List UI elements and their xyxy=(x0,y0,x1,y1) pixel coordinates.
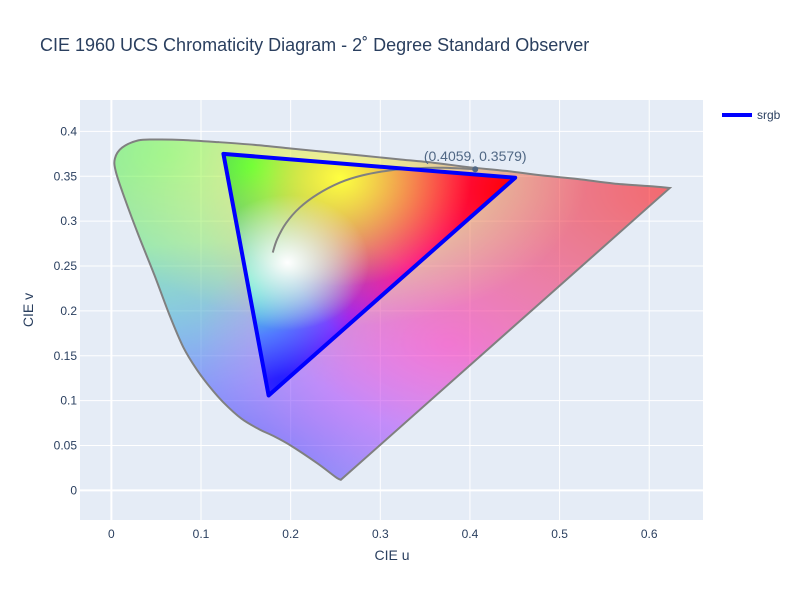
x-tick-label: 0 xyxy=(108,527,115,541)
y-tick-label: 0 xyxy=(70,483,77,497)
legend[interactable]: srgb xyxy=(722,108,781,122)
y-axis-title: CIE v xyxy=(20,293,36,327)
x-tick-label: 0.1 xyxy=(193,527,210,541)
y-tick-label: 0.05 xyxy=(54,439,78,453)
y-tick-label: 0.35 xyxy=(54,169,78,183)
chart-title: CIE 1960 UCS Chromaticity Diagram - 2˚ D… xyxy=(40,35,589,55)
spectral-locus-outline xyxy=(113,138,673,481)
y-tick-label: 0.3 xyxy=(60,214,77,228)
whitepoint-marker[interactable] xyxy=(472,166,479,173)
y-tick-label: 0.4 xyxy=(60,124,77,138)
x-tick-label: 0.3 xyxy=(372,527,389,541)
x-axis-title: CIE u xyxy=(374,547,409,563)
x-tick-label: 0.4 xyxy=(462,527,479,541)
legend-label-srgb: srgb xyxy=(757,108,781,122)
y-tick-label: 0.2 xyxy=(60,304,77,318)
srgb-triangle[interactable] xyxy=(221,151,518,398)
x-tick-label: 0.6 xyxy=(641,527,658,541)
x-tick-label: 0.5 xyxy=(551,527,568,541)
x-tick-label: 0.2 xyxy=(282,527,299,541)
y-tick-label: 0.1 xyxy=(60,394,77,408)
y-tick-label: 0.25 xyxy=(54,259,78,273)
y-tick-label: 0.15 xyxy=(54,349,78,363)
x-axis-ticks: 0 0.1 0.2 0.3 0.4 0.5 0.6 xyxy=(108,527,658,541)
planckian-locus xyxy=(271,166,476,253)
y-axis-ticks: 0 0.05 0.1 0.15 0.2 0.25 0.3 0.35 0.4 xyxy=(54,124,78,497)
whitepoint-annotation: (0.4059, 0.3579) xyxy=(424,148,527,164)
